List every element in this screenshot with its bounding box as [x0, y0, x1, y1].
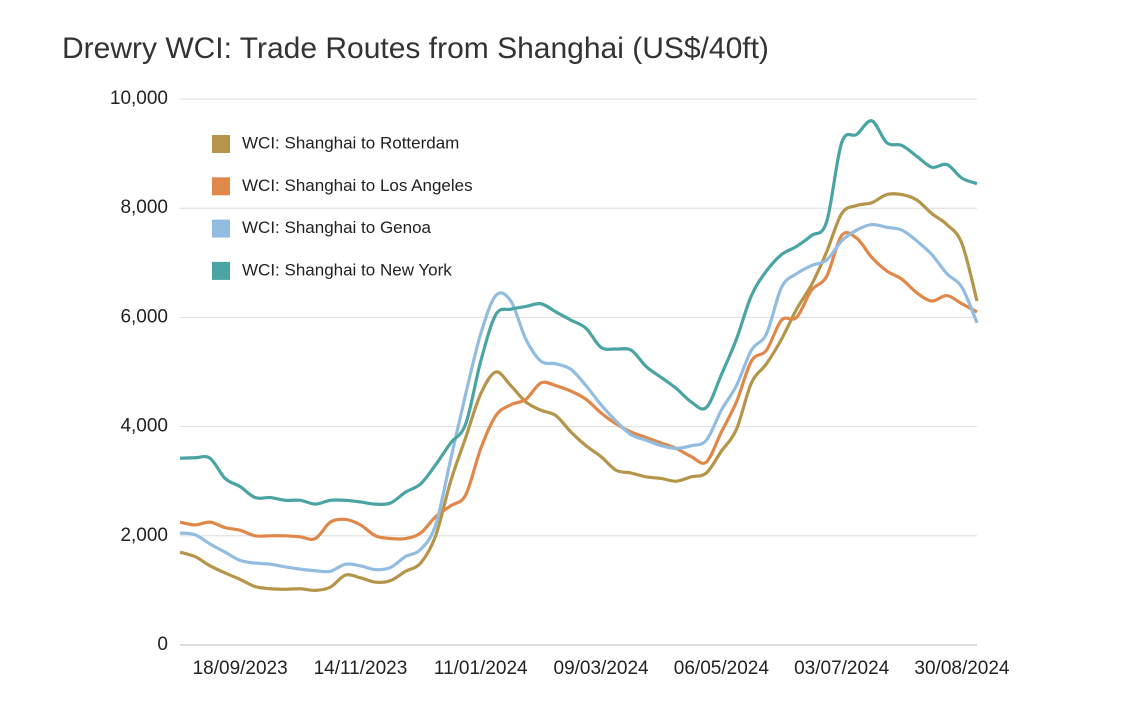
- series-line: [179, 119, 978, 507]
- legend-swatch: [212, 135, 230, 153]
- y-tick-label: 2,000: [120, 525, 168, 546]
- legend-swatch: [212, 219, 230, 238]
- x-tick-label: 14/11/2023: [314, 658, 408, 679]
- legend-label: WCI: Shanghai to New York: [242, 260, 452, 279]
- x-tick-label: 18/09/2023: [193, 658, 288, 679]
- y-tick-label: 10,000: [110, 88, 168, 109]
- x-tick-label: 03/07/2024: [794, 658, 890, 679]
- legend-swatch: [212, 261, 230, 280]
- legend-label: WCI: Shanghai to Genoa: [242, 218, 432, 237]
- legend-swatch: [212, 177, 230, 196]
- y-tick-label: 0: [157, 634, 168, 655]
- legend-label: WCI: Shanghai to Los Angeles: [242, 176, 473, 195]
- y-tick-label: 4,000: [120, 416, 168, 437]
- series-line: [179, 192, 979, 593]
- x-tick-label: 11/01/2024: [434, 658, 528, 679]
- series-line: [179, 222, 979, 574]
- chart-title: Drewry WCI: Trade Routes from Shanghai (…: [62, 32, 769, 65]
- x-tick-label: 30/08/2024: [914, 658, 1010, 679]
- y-tick-label: 6,000: [120, 306, 168, 327]
- x-tick-label: 09/03/2024: [554, 658, 650, 679]
- legend-label: WCI: Shanghai to Rotterdam: [242, 133, 459, 152]
- y-tick-label: 8,000: [120, 197, 168, 218]
- x-tick-label: 06/05/2024: [674, 658, 770, 679]
- series-line: [179, 231, 978, 541]
